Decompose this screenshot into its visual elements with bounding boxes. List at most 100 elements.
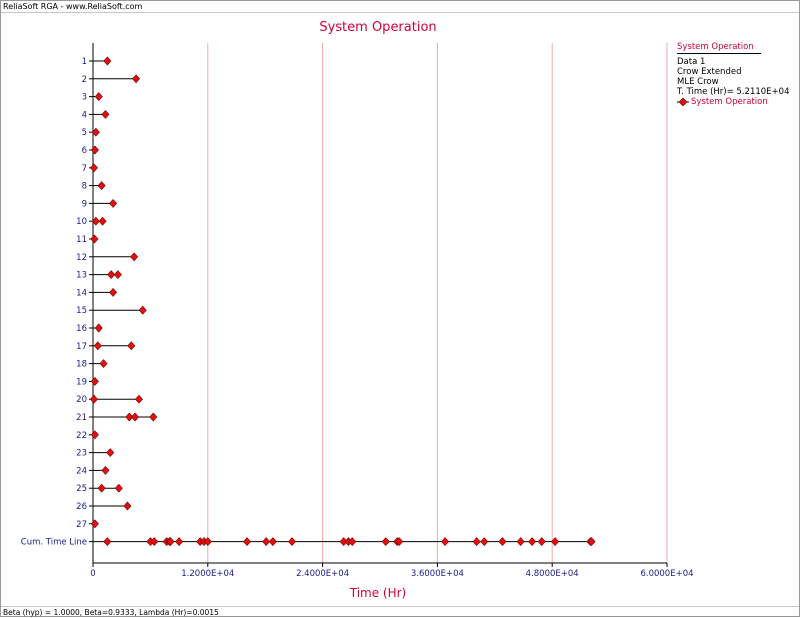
failure-point [130, 252, 139, 262]
failure-point [395, 537, 404, 547]
y-tick-label: 15 [76, 306, 87, 316]
status-bar-text: Beta (hyp) = 1.0000, Beta=0.9333, Lambda… [3, 608, 219, 617]
y-tick-label: 23 [76, 449, 87, 459]
legend-series-label: System Operation [691, 97, 768, 107]
failure-point [516, 537, 525, 547]
failure-point [134, 394, 143, 404]
y-tick-label: 16 [76, 324, 87, 334]
legend-line: T. Time (Hr)= 5.2110E+04 [677, 87, 790, 97]
y-tick-label: 1 [82, 57, 87, 67]
failure-point [109, 198, 118, 208]
y-tick-label: 17 [76, 342, 87, 352]
legend-line: Crow Extended [677, 67, 742, 77]
x-tick-label: 4.8000E+04 [526, 569, 579, 579]
x-axis-label: Time (Hr) [349, 586, 407, 600]
failure-point [203, 537, 212, 547]
legend-line: Data 1 [677, 57, 706, 67]
failure-point [89, 163, 98, 173]
failure-point [348, 537, 357, 547]
failure-point [472, 537, 481, 547]
failure-point [103, 56, 112, 66]
failure-point [114, 483, 123, 493]
failure-point [138, 305, 147, 315]
y-tick-label: 25 [76, 484, 87, 494]
failure-point [113, 270, 122, 280]
status-divider [1, 606, 799, 607]
y-tick-label: 18 [76, 360, 87, 370]
y-tick-label: 20 [76, 395, 87, 405]
axis-layer: 0 1.2000E+04 2.4000E+04 3.6000E+04 4.8000E+0… [21, 43, 694, 579]
failure-point [131, 412, 140, 422]
failure-point [90, 234, 99, 244]
x-tick-label: 3.6000E+04 [411, 569, 464, 579]
failure-point [89, 394, 98, 404]
series-layer [89, 56, 596, 547]
failure-point [90, 519, 99, 529]
failure-point [123, 501, 132, 511]
failure-point [587, 537, 596, 547]
y-tick-label: 9 [82, 199, 87, 209]
y-tick-label: 2 [82, 75, 87, 85]
failure-point [537, 537, 546, 547]
x-tick-label: 2.4000E+04 [296, 569, 349, 579]
failure-point [101, 465, 110, 475]
y-tick-label: 8 [82, 182, 87, 192]
y-tick-label: 3 [82, 93, 87, 103]
failure-point [149, 412, 158, 422]
failure-point [528, 537, 537, 547]
y-tick-label: 6 [82, 146, 87, 156]
app-title: ReliaSoft RGA - www.ReliaSoft.com [3, 2, 143, 11]
failure-point [150, 537, 159, 547]
y-tick-label: 4 [82, 110, 87, 120]
y-tick-label: 13 [76, 271, 87, 281]
failure-point [91, 216, 100, 226]
y-tick-label: 7 [82, 164, 87, 174]
failure-point [125, 412, 134, 422]
legend: System Operation Data 1 Crow Extended ML… [677, 42, 797, 107]
failure-point [480, 537, 489, 547]
chart-title: System Operation [319, 20, 437, 35]
y-tick-label: 19 [76, 377, 87, 387]
x-tick-label: 6.0000E+04 [640, 569, 693, 579]
legend-line: MLE Crow [677, 77, 719, 87]
failure-point [106, 448, 115, 458]
failure-point [551, 537, 560, 547]
failure-point [287, 537, 296, 547]
title-divider [1, 12, 799, 13]
failure-point [99, 359, 108, 369]
y-tick-label: 26 [76, 502, 87, 512]
failure-point [166, 537, 175, 547]
x-tick-label: 1.2000E+04 [181, 569, 234, 579]
failure-point [97, 483, 106, 493]
failure-point [262, 537, 271, 547]
failure-point [103, 537, 112, 547]
failure-point [98, 216, 107, 226]
failure-point [132, 74, 141, 84]
y-tick-label: 11 [76, 235, 87, 245]
failure-point [127, 341, 136, 351]
failure-point [441, 537, 450, 547]
failure-point [107, 270, 116, 280]
y-tick-label: 5 [82, 128, 87, 138]
failure-point [90, 376, 99, 386]
y-tick-label: 10 [76, 217, 87, 227]
legend-series: System Operation [677, 97, 797, 107]
failure-point [498, 537, 507, 547]
failure-point [109, 287, 118, 297]
failure-point [381, 537, 390, 547]
failure-point [268, 537, 277, 547]
x-tick-label: 0 [90, 569, 95, 579]
y-tick-label: 24 [76, 466, 87, 476]
failure-point [91, 127, 100, 137]
failure-point [90, 430, 99, 440]
y-tick-label: 14 [76, 288, 87, 298]
grid-layer [207, 43, 668, 563]
failure-point [101, 109, 110, 119]
failure-point [94, 92, 103, 102]
diamond-marker-icon [677, 98, 689, 106]
failure-point [94, 323, 103, 333]
failure-point [243, 537, 252, 547]
y-tick-label: 12 [76, 253, 87, 263]
y-tick-label: Cum. Time Line [21, 538, 87, 548]
